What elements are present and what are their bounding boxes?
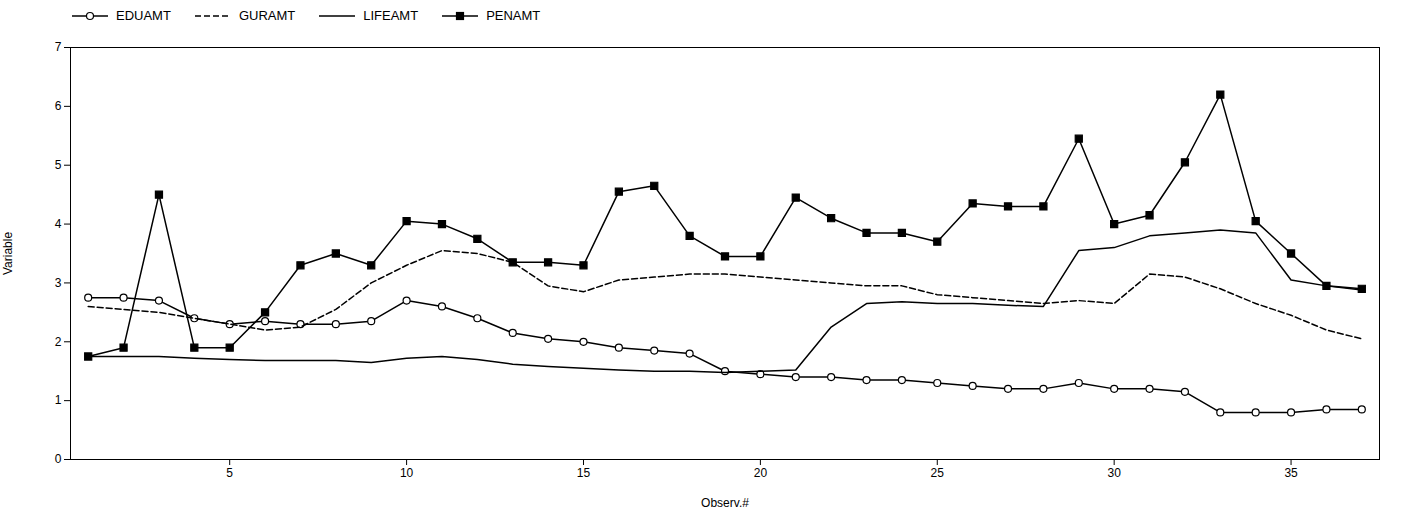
html-text:GURAMT: GURAMT: [238, 8, 296, 23]
svg-text:4: 4: [55, 217, 62, 231]
svg-text:10: 10: [400, 466, 414, 480]
html-text:PENAMT: PENAMT: [486, 8, 541, 23]
svg-text:1: 1: [55, 393, 62, 407]
svg-text:Observ.#: Observ.#: [701, 496, 749, 510]
svg-text:3: 3: [55, 276, 62, 290]
svg-text:2: 2: [55, 335, 62, 349]
svg-text:30: 30: [1107, 466, 1121, 480]
svg-text:7: 7: [55, 40, 62, 54]
svg-text:0: 0: [55, 452, 62, 466]
html-text:EDUAMT: EDUAMT: [116, 8, 171, 23]
svg-text:6: 6: [55, 99, 62, 113]
html-text:LIFEAMT: LIFEAMT: [363, 8, 419, 23]
svg-text:5: 5: [55, 158, 62, 172]
svg-text:15: 15: [577, 466, 591, 480]
svg-text:35: 35: [1284, 466, 1298, 480]
svg-text:25: 25: [931, 466, 945, 480]
svg-text:20: 20: [754, 466, 768, 480]
svg-text:Variable: Variable: [1, 232, 15, 275]
svg-text:5: 5: [226, 466, 233, 480]
